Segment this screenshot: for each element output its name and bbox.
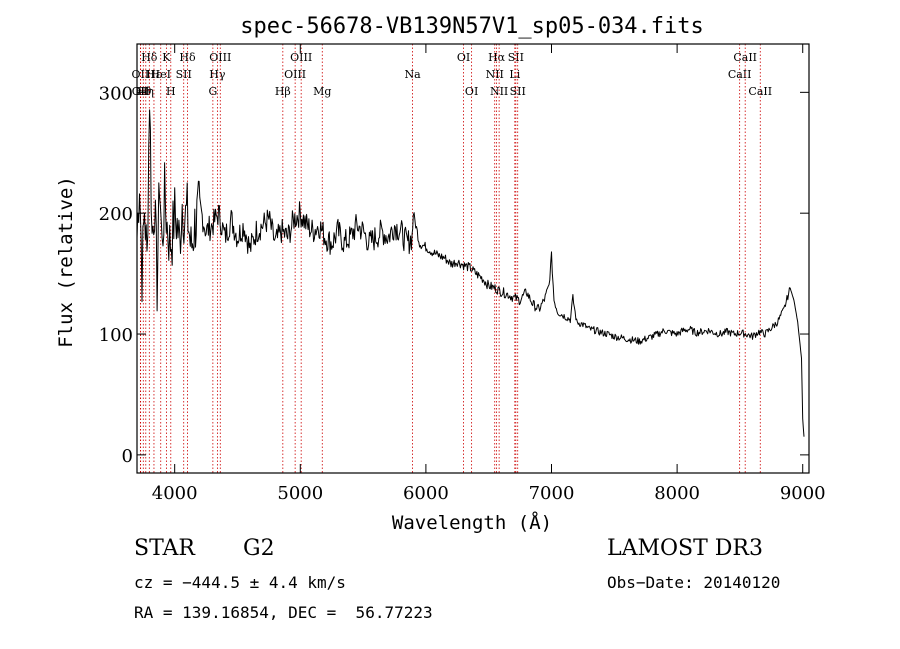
line-marker-label: Hδ [179, 51, 196, 64]
x-tick-label: 4000 [152, 483, 198, 504]
line-marker-label: G [208, 85, 217, 98]
line-marker-label: OIII [284, 68, 306, 81]
line-marker-label: SII [510, 85, 526, 98]
survey-name: LAMOST DR3 [607, 536, 763, 561]
line-marker-label: OI [465, 85, 478, 98]
y-tick-label: 0 [122, 446, 133, 467]
line-marker-label: OII [132, 85, 150, 98]
plot-frame [136, 43, 810, 474]
y-axis-label: Flux (relative) [55, 176, 77, 348]
observation-date: Obs−Date: 20140120 [607, 573, 781, 592]
y-tick-label: 200 [99, 204, 133, 225]
line-marker-label: Hδ [141, 51, 158, 64]
spectrum-line [136, 109, 805, 437]
line-marker-label: CaII [728, 68, 752, 81]
line-marker-label: CaII [748, 85, 772, 98]
series-layer [136, 109, 805, 437]
line-marker-label: OIII [290, 51, 312, 64]
line-marker-label: OI [457, 51, 470, 64]
line-marker-label: Hη [138, 85, 154, 98]
line-marker-label: SII [176, 68, 192, 81]
line-marker-label: Mg [313, 85, 331, 98]
x-tick-label: 7000 [529, 483, 575, 504]
line-marker-label: Hθ [135, 85, 152, 98]
axes: 4000 5000 6000 7000 8000 9000 0 100 200 300 [99, 44, 826, 504]
object-class: STAR [134, 536, 195, 561]
line-marker-label: K [162, 51, 171, 64]
line-marker-label: Li [509, 68, 520, 81]
line-markers: OIIOIIHθHηHδHεHeIKHSIIHδGHγOIIIHβOIIIOII… [132, 44, 772, 473]
x-tick-label: 5000 [277, 483, 323, 504]
redshift-velocity: cz = −444.5 ± 4.4 km/s [134, 573, 346, 592]
chart-title: spec-56678-VB139N57V1_sp05-034.fits [240, 14, 704, 39]
line-marker-label: Hε [146, 68, 162, 81]
line-marker-label: OII [132, 68, 150, 81]
line-marker-label: H [166, 85, 176, 98]
line-marker-label: SII [508, 51, 524, 64]
line-marker-label: Hβ [275, 85, 291, 98]
line-marker-label: NII [490, 85, 508, 98]
x-tick-label: 8000 [654, 483, 700, 504]
y-tick-label: 100 [99, 325, 133, 346]
coordinates: RA = 139.16854, DEC = 56.77223 [134, 603, 433, 622]
line-marker-label: Na [404, 68, 421, 81]
object-subclass: G2 [243, 536, 275, 561]
x-tick-label: 9000 [780, 483, 826, 504]
line-marker-label: Hα [488, 51, 506, 64]
y-tick-label: 300 [99, 83, 133, 104]
line-marker-label: CaII [733, 51, 757, 64]
line-marker-label: Hγ [209, 68, 226, 81]
x-tick-label: 6000 [403, 483, 449, 504]
line-marker-label: HeI [151, 68, 171, 81]
line-marker-label: OIII [209, 51, 231, 64]
x-axis-label: Wavelength (Å) [392, 511, 552, 534]
line-marker-label: NII [486, 68, 504, 81]
